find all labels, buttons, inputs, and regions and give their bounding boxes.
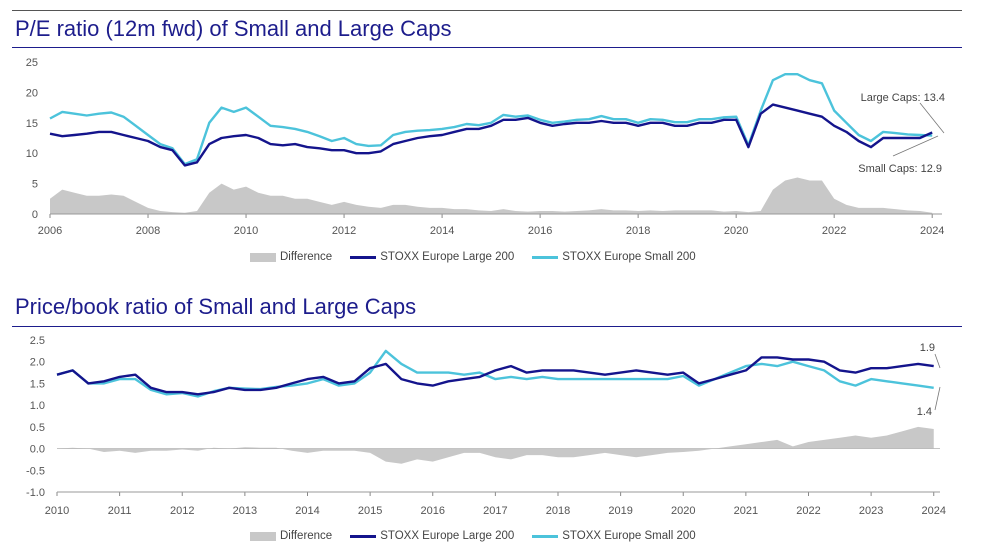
annotation-label: 1.4 bbox=[917, 406, 932, 418]
y-tick-label: -1.0 bbox=[26, 487, 45, 499]
legend-label-difference: Difference bbox=[280, 251, 333, 263]
x-tick-label: 2019 bbox=[608, 505, 632, 517]
y-tick-label: 0.5 bbox=[30, 422, 45, 434]
pb-title-rule bbox=[12, 326, 962, 327]
legend-item-small: STOXX Europe Small 200 bbox=[532, 530, 696, 542]
x-tick-label: 2010 bbox=[45, 505, 69, 517]
legend-swatch-small bbox=[532, 255, 559, 259]
x-tick-label: 2024 bbox=[921, 505, 945, 517]
x-tick-label: 2016 bbox=[528, 225, 552, 237]
x-tick-label: 2013 bbox=[233, 505, 257, 517]
y-tick-label: 2.5 bbox=[30, 335, 45, 347]
large-caps-line bbox=[56, 356, 934, 396]
x-tick-label: 2014 bbox=[430, 225, 454, 237]
pe-ratio-chart: 0 5 10 15 20 25 2006 2008 2010 2012 2014 2016 2018 20… bbox=[26, 57, 945, 237]
legend-label-large: STOXX Europe Large 200 bbox=[380, 251, 515, 263]
annotation-label: Small Caps: 12.9 bbox=[858, 163, 942, 175]
y-tick-label: -0.5 bbox=[26, 465, 45, 477]
legend-swatch-difference bbox=[250, 531, 276, 541]
price-book-chart: -1.0 -0.5 0.0 0.5 1.0 1.5 2.0 2.5 2010 2011 2012 20… bbox=[26, 335, 946, 517]
x-tick-label: 2018 bbox=[626, 225, 650, 237]
y-tick-label: 15 bbox=[26, 118, 38, 130]
legend-swatch-large bbox=[350, 255, 377, 259]
x-tick-label: 2020 bbox=[671, 505, 695, 517]
x-tick-label: 2012 bbox=[170, 505, 194, 517]
annotation-leader bbox=[919, 102, 945, 134]
annotation-label: Large Caps: 13.4 bbox=[861, 92, 945, 104]
x-tick-label: 2020 bbox=[724, 225, 748, 237]
x-tick-label: 2024 bbox=[920, 225, 944, 237]
y-tick-label: 0.0 bbox=[30, 444, 45, 456]
x-tick-label: 2006 bbox=[38, 225, 62, 237]
y-tick-label: 10 bbox=[26, 148, 38, 160]
small-caps-line bbox=[56, 349, 934, 398]
difference-area bbox=[50, 177, 933, 214]
pe-title-rule bbox=[12, 47, 962, 48]
pb-chart-title: Price/book ratio of Small and Large Caps bbox=[15, 294, 417, 319]
legend-swatch-large bbox=[350, 534, 377, 538]
annotation-leader bbox=[934, 386, 941, 411]
x-tick-label: 2017 bbox=[483, 505, 507, 517]
x-tick-label: 2022 bbox=[796, 505, 820, 517]
x-tick-label: 2018 bbox=[546, 505, 570, 517]
legend-label-small: STOXX Europe Small 200 bbox=[562, 251, 696, 263]
y-tick-label: 1.0 bbox=[30, 400, 45, 412]
y-tick-label: 25 bbox=[26, 57, 38, 69]
annotation-label: 1.9 bbox=[920, 342, 935, 354]
x-tick-label: 2012 bbox=[332, 225, 356, 237]
x-tick-label: 2023 bbox=[859, 505, 883, 517]
legend-label-small: STOXX Europe Small 200 bbox=[562, 530, 696, 542]
pe-legend: Difference STOXX Europe Large 200 STOXX … bbox=[250, 251, 714, 263]
x-tick-label: 2010 bbox=[234, 225, 258, 237]
legend-swatch-difference bbox=[250, 252, 276, 262]
top-divider bbox=[12, 10, 962, 11]
y-tick-label: 20 bbox=[26, 87, 38, 99]
legend-item-large: STOXX Europe Large 200 bbox=[350, 251, 514, 263]
legend-swatch-small bbox=[532, 534, 559, 538]
legend-item-difference: Difference bbox=[250, 530, 332, 542]
y-tick-label: 5 bbox=[32, 179, 38, 191]
small-caps-line bbox=[49, 73, 933, 166]
y-tick-label: 2.0 bbox=[30, 357, 45, 369]
legend-label-difference: Difference bbox=[280, 530, 333, 542]
x-tick-label: 2008 bbox=[136, 225, 160, 237]
y-tick-label: 0 bbox=[32, 209, 38, 221]
large-caps-line bbox=[49, 103, 933, 167]
annotation-leader bbox=[892, 135, 939, 157]
x-tick-label: 2016 bbox=[421, 505, 445, 517]
legend-item-small: STOXX Europe Small 200 bbox=[532, 251, 696, 263]
x-tick-label: 2022 bbox=[822, 225, 846, 237]
pe-chart-title: P/E ratio (12m fwd) of Small and Large C… bbox=[15, 16, 452, 41]
y-tick-label: 1.5 bbox=[30, 378, 45, 390]
x-tick-label: 2014 bbox=[295, 505, 319, 517]
legend-label-large: STOXX Europe Large 200 bbox=[380, 530, 515, 542]
x-tick-label: 2015 bbox=[358, 505, 382, 517]
difference-area bbox=[57, 426, 934, 464]
x-tick-label: 2011 bbox=[108, 505, 132, 517]
legend-item-large: STOXX Europe Large 200 bbox=[350, 530, 514, 542]
x-tick-label: 2021 bbox=[734, 505, 758, 517]
pb-legend: Difference STOXX Europe Large 200 STOXX … bbox=[250, 530, 714, 542]
annotation-leader bbox=[934, 353, 941, 369]
legend-item-difference: Difference bbox=[250, 251, 332, 263]
